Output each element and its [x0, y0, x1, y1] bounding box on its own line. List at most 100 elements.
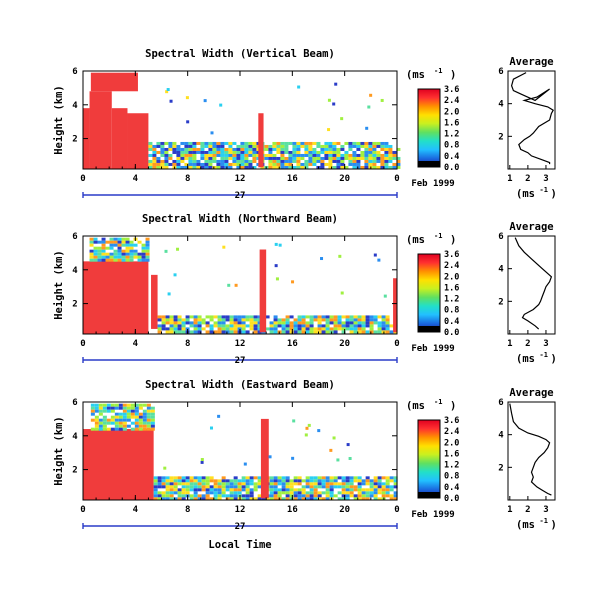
heatmap-cell-low	[192, 144, 197, 148]
heatmap-cell-low	[217, 327, 222, 331]
heatmap-cell-low	[208, 162, 213, 166]
heatmap-cell-low	[137, 258, 142, 262]
heatmap-cell-low	[332, 147, 337, 151]
heatmap-cell-low	[208, 141, 213, 145]
avg-y-tick-label: 6	[498, 232, 503, 242]
heatmap-cell-low	[122, 418, 127, 422]
heatmap-cell-low	[224, 156, 229, 160]
heatmap-cell-low	[353, 494, 358, 498]
heatmap-cell-low	[280, 153, 285, 157]
heatmap-cell-low	[118, 418, 123, 422]
avg-x-tick-label: 3	[543, 174, 548, 184]
heatmap-cell-low	[126, 418, 131, 422]
heatmap-cell-low	[312, 147, 317, 151]
date-label: Feb 1999	[411, 179, 454, 189]
heatmap-cell-low	[176, 150, 181, 154]
heatmap-cell-low	[189, 494, 194, 498]
heatmap-cell-low	[340, 162, 345, 166]
heatmap-cell-low	[93, 255, 98, 259]
heatmap-cell-low	[345, 327, 350, 331]
heatmap-cell-low	[205, 497, 210, 501]
heatmap-cell-low	[233, 321, 238, 325]
heatmap-cell-low	[241, 485, 246, 489]
heatmap-cell-low	[134, 427, 139, 431]
heatmap-cell-low	[281, 497, 286, 501]
heatmap-cell-low	[264, 153, 269, 157]
colorbar-tick-label: 0.0	[444, 163, 459, 173]
heatmap-cell-low	[233, 318, 238, 322]
heatmap-cell-low	[201, 482, 206, 486]
heatmap-cell-low	[150, 409, 155, 413]
heatmap-cell-low	[337, 318, 342, 322]
heatmap-cell-low	[392, 165, 397, 169]
heatmap-cell-low	[173, 485, 178, 489]
heatmap-cell-low	[106, 421, 111, 425]
heatmap-cell-low	[281, 324, 286, 328]
heatmap-cell-low	[345, 318, 350, 322]
heatmap-cell-low	[300, 153, 305, 157]
heatmap-cell-low	[253, 330, 258, 334]
heatmap-cell-low	[320, 165, 325, 169]
x-tick-label: 4	[133, 505, 139, 515]
heatmap-cell-low	[317, 330, 322, 334]
heatmap-cell-low	[360, 144, 365, 148]
heatmap-cell-low	[169, 482, 174, 486]
heatmap-cell-low	[237, 315, 242, 319]
heatmap-cell-low	[277, 494, 282, 498]
heatmap-cell-low	[192, 150, 197, 154]
heatmap-cell-low	[233, 494, 238, 498]
heatmap-cell-low	[317, 315, 322, 319]
heatmap-cell-low	[161, 479, 166, 483]
heatmap-cell-low	[277, 491, 282, 495]
heatmap-cell-low	[208, 159, 213, 163]
heatmap-cell-low	[361, 491, 366, 495]
heatmap-cell-low	[129, 258, 134, 262]
heatmap-cell-low	[209, 479, 214, 483]
heatmap-cell-low	[138, 406, 143, 410]
heatmap-cell-low	[237, 324, 242, 328]
heatmap-cell-low	[324, 141, 329, 145]
heatmap-cell-low	[329, 318, 334, 322]
heatmap-cell-low	[249, 315, 254, 319]
heatmap-cell-low	[272, 153, 277, 157]
heatmap-cell-low	[340, 165, 345, 169]
heatmap-cell-low	[249, 476, 254, 480]
heatmap-cell-low	[197, 497, 202, 501]
heatmap-cell-low	[236, 147, 241, 151]
heatmap-cell-low	[138, 403, 143, 407]
heatmap-cell-low	[221, 476, 226, 480]
heatmap-cell-scatter	[217, 414, 221, 418]
heatmap-cell-low	[152, 159, 157, 163]
heatmap-cell-low	[301, 488, 306, 492]
heatmap-cell-low	[325, 327, 330, 331]
heatmap-cell-low	[153, 488, 158, 492]
heatmap-cell-scatter	[340, 117, 344, 121]
heatmap-cell-low	[133, 243, 138, 247]
heatmap-cell-low	[156, 162, 161, 166]
heatmap-cell-low	[337, 482, 342, 486]
heatmap-cell-low	[344, 153, 349, 157]
heatmap-cell-low	[106, 418, 111, 422]
heatmap-cell-low	[188, 141, 193, 145]
heatmap-cell-low	[356, 156, 361, 160]
heatmap-cell-low	[345, 497, 350, 501]
heatmap-cell-low	[393, 476, 398, 480]
heatmap-cell-low	[165, 491, 170, 495]
heatmap-cell-low	[205, 485, 210, 489]
heatmap-cell-low	[285, 494, 290, 498]
heatmap-cell-low	[145, 255, 150, 259]
heatmap-cell-low	[192, 159, 197, 163]
heatmap-cell-low	[192, 153, 197, 157]
heatmap-cell-low	[293, 321, 298, 325]
heatmap-cell-low	[372, 159, 377, 163]
x-tick-label: 16	[287, 505, 298, 515]
x-tick-label: 4	[133, 174, 139, 184]
heatmap-cell-high	[127, 113, 149, 169]
heatmap-cell-low	[236, 162, 241, 166]
heatmap-cell-low	[245, 497, 250, 501]
heatmap-cell-low	[89, 258, 94, 262]
heatmap-cell-low	[308, 153, 313, 157]
colorbar-zero-band	[418, 492, 440, 498]
heatmap-cell-low	[369, 482, 374, 486]
colorbar-tick-label: 0.8	[444, 306, 459, 316]
